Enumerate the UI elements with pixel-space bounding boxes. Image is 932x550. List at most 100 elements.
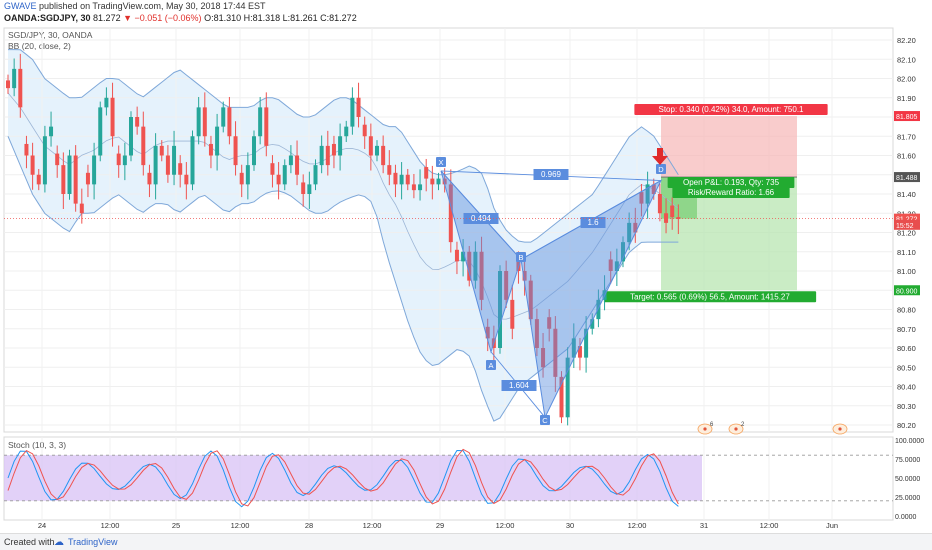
price-tag-bg <box>894 219 920 230</box>
candle-body <box>534 319 539 348</box>
price-tag-stop: 81.805 <box>896 114 918 121</box>
target-label: Target: 0.565 (0.69%) 56.5, Amount: 1415… <box>630 292 790 301</box>
candle-body <box>664 213 669 223</box>
y-tick-label: 81.10 <box>897 248 916 257</box>
open-pnl-label-bg <box>667 177 795 189</box>
stoch-line-d <box>7 448 679 507</box>
pane-title: SGD/JPY, 30, OANDA <box>8 30 93 40</box>
y-tick-label: 82.10 <box>897 55 916 64</box>
candle-body <box>411 184 416 191</box>
y-tick-label: 80.60 <box>897 344 916 353</box>
candle-body <box>479 251 484 300</box>
author-name[interactable]: GWAVE <box>4 1 37 11</box>
candle-body <box>448 184 453 243</box>
candle-body <box>608 259 613 271</box>
candle-body <box>116 153 121 166</box>
candle-body <box>135 117 140 127</box>
candle-body <box>633 222 638 233</box>
candle-body <box>295 155 300 175</box>
candle-body <box>172 145 177 175</box>
candle-body <box>473 251 478 281</box>
change-label: ▼ −0.051 (−0.06%) <box>123 13 202 23</box>
candle-body <box>393 172 398 185</box>
candle-body <box>196 107 201 137</box>
candle-body <box>676 217 681 220</box>
price-tag-target: 80.900 <box>896 288 918 295</box>
candle-body <box>547 317 552 329</box>
candle-body <box>122 155 127 166</box>
candle-body <box>350 97 355 127</box>
ratio-label-bg <box>501 380 537 391</box>
risk-reward-label: Risk/Reward Ratio: 1.66 <box>688 188 775 197</box>
y-tick-label: 81.90 <box>897 94 916 103</box>
event-dot-icon <box>703 427 707 431</box>
pattern-point-b[interactable]: B <box>518 253 523 262</box>
candle-body <box>381 145 386 166</box>
candle-body <box>55 153 60 166</box>
candle-body <box>79 203 84 214</box>
y-tick-label: 81.60 <box>897 152 916 161</box>
candle-body <box>313 165 318 185</box>
candle-body <box>264 107 269 146</box>
price-tag-entry: 81.488 <box>896 175 918 182</box>
candle-body <box>522 271 527 281</box>
ratio-label: 0.969 <box>541 170 562 179</box>
candle-body <box>288 155 293 166</box>
bb-upper-line <box>8 49 679 243</box>
price-tag-bg <box>894 111 920 122</box>
candle-body <box>208 143 213 156</box>
stoch-y-tick: 0.0000 <box>895 514 917 521</box>
pattern-point-a[interactable]: A <box>488 361 493 370</box>
candle-body <box>504 271 509 300</box>
candle-body <box>12 68 17 89</box>
ratio-label: 1.604 <box>509 381 530 390</box>
candle-body <box>282 165 287 185</box>
bb-indicator-label[interactable]: BB (20, close, 2) <box>8 41 71 51</box>
stoch-y-tick: 100.0000 <box>895 438 924 445</box>
stop-label: Stop: 0.340 (0.42%) 34.0, Amount: 750.1 <box>659 105 805 114</box>
candle-body <box>190 136 195 185</box>
candle-body <box>36 174 41 185</box>
tradingview-logo[interactable]: TradingView <box>68 537 118 547</box>
ratio-label-bg <box>533 169 569 180</box>
candle-body <box>541 348 546 368</box>
candle-body <box>110 97 115 137</box>
candle-body <box>510 299 515 329</box>
x-tick-label: Jun <box>826 521 838 530</box>
x-tick-label: 12:00 <box>760 521 779 530</box>
candle-body <box>461 251 466 262</box>
y-tick-label: 80.40 <box>897 383 916 392</box>
pattern-point-x[interactable]: X <box>438 158 443 167</box>
open-pnl-label: Open P&L: 0.193, Qty: 735 <box>683 178 780 187</box>
y-tick-label: 80.50 <box>897 363 916 372</box>
stop-zone[interactable] <box>661 116 797 178</box>
ohlc-bar: OANDA:SGDJPY, 30 81.272 ▼ −0.051 (−0.06%… <box>4 13 357 23</box>
ratio-label: 1.6 <box>587 218 599 227</box>
candle-body <box>18 68 23 108</box>
price-tag-bg <box>894 172 920 183</box>
candle-body <box>307 184 312 194</box>
candle-body <box>165 155 170 175</box>
stoch-band-fill <box>4 455 702 501</box>
pattern-point-c[interactable]: C <box>542 416 548 425</box>
stoch-indicator-label[interactable]: Stoch (10, 3, 3) <box>8 440 67 450</box>
candle-body <box>245 165 250 185</box>
x-tick-label: 12:00 <box>496 521 515 530</box>
bb-basis-line <box>7 92 679 320</box>
event-count: 2 <box>741 422 745 428</box>
pattern-point-d[interactable]: D <box>658 165 664 174</box>
candle-body <box>362 124 367 137</box>
candle-body <box>338 136 343 156</box>
footer-bar: Created with ☁ TradingView <box>0 533 932 550</box>
candle-body <box>571 338 576 358</box>
ratio-label-bg <box>580 217 606 228</box>
y-tick-label: 81.20 <box>897 229 916 238</box>
price-tag-bg <box>894 285 920 296</box>
candle-body <box>368 136 373 156</box>
y-tick-label: 82.00 <box>897 75 916 84</box>
candle-body <box>233 136 238 166</box>
candle-body <box>454 249 459 262</box>
candle-body <box>178 163 183 175</box>
event-dot-icon <box>838 427 842 431</box>
